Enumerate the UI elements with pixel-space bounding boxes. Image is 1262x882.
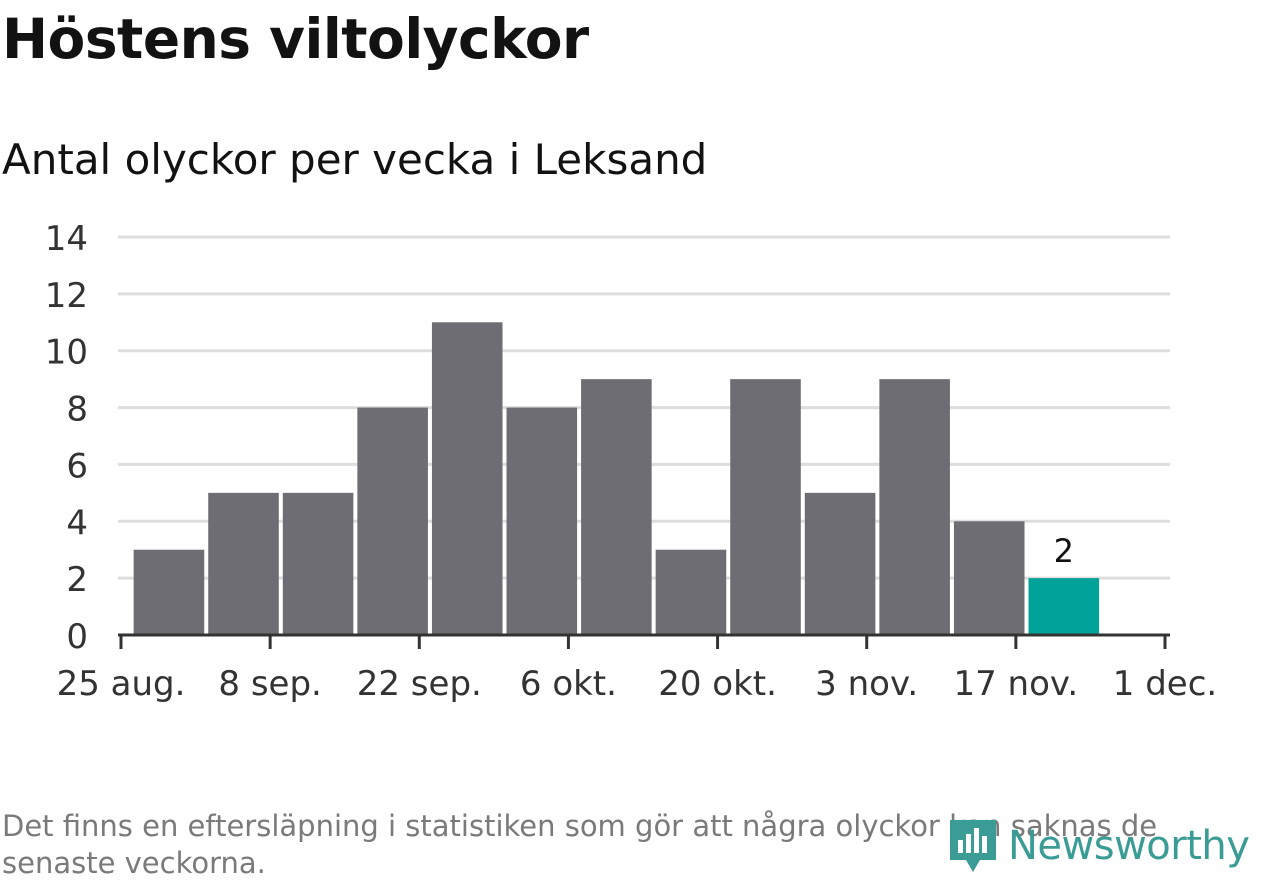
- bar: [953, 521, 1025, 635]
- x-tick-label: 3 nov.: [815, 664, 918, 704]
- bar: [506, 407, 578, 635]
- y-tick-label: 8: [66, 390, 88, 430]
- bar: [1028, 578, 1100, 635]
- bar-chart: 0 2 4 6 8 10 12 14 2 25 aug. 8 sep. 22 sep. 6 okt. 20…: [45, 219, 1217, 704]
- value-label: 2: [1054, 532, 1074, 570]
- chart-title: Höstens viltolyckor: [2, 7, 589, 71]
- x-tick-label: 22 sep.: [357, 664, 482, 704]
- x-tick-label: 6 okt.: [520, 664, 617, 704]
- chart-subtitle: Antal olyckor per vecka i Leksand: [2, 135, 708, 184]
- bar: [879, 379, 950, 635]
- x-tick-label: 8 sep.: [218, 664, 321, 704]
- newsworthy-logo: Newsworthy: [948, 814, 1250, 878]
- y-tick-label: 0: [66, 617, 88, 657]
- bar: [133, 549, 205, 635]
- bar: [208, 492, 279, 635]
- bars: [133, 322, 1100, 635]
- y-tick-label: 10: [45, 333, 88, 373]
- newsworthy-logo-text: Newsworthy: [1008, 823, 1250, 869]
- tick-labels: 0 2 4 6 8 10 12 14 2 25 aug. 8 sep. 22 sep. 6 okt. 20…: [45, 219, 1217, 704]
- x-axis: [118, 633, 1170, 649]
- bar: [804, 492, 876, 635]
- x-tick-label: 17 nov.: [953, 664, 1078, 704]
- bar: [655, 549, 727, 635]
- bar: [357, 407, 428, 635]
- y-tick-label: 6: [66, 446, 88, 486]
- y-tick-label: 4: [66, 503, 88, 543]
- bar: [282, 492, 354, 635]
- y-tick-label: 2: [66, 560, 88, 600]
- bar: [581, 379, 652, 635]
- x-tick-label: 20 okt.: [658, 664, 777, 704]
- newsworthy-logo-icon: [950, 820, 996, 872]
- x-tick-label: 25 aug.: [57, 664, 186, 704]
- y-tick-label: 14: [45, 219, 88, 259]
- bar: [431, 322, 503, 635]
- x-tick-label: 1 dec.: [1113, 664, 1217, 704]
- bar: [730, 379, 801, 635]
- y-tick-label: 12: [45, 276, 88, 316]
